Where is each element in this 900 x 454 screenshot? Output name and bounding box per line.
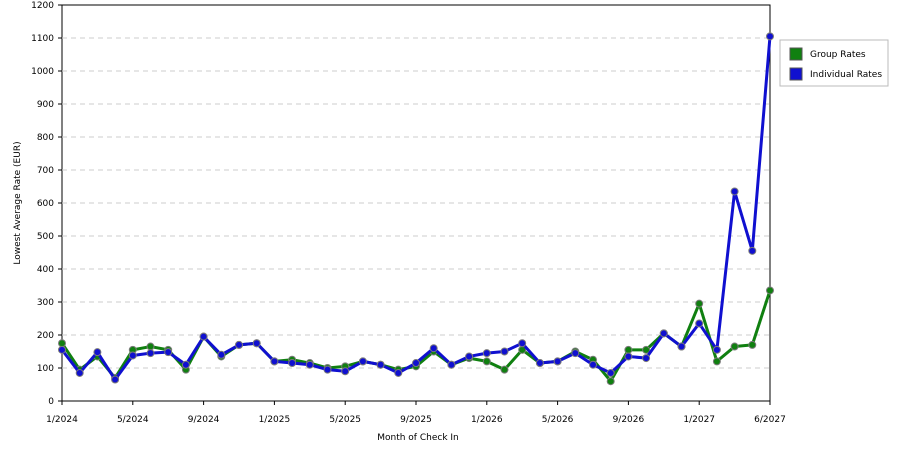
data-point	[659, 329, 668, 338]
data-point	[712, 357, 721, 366]
data-point	[270, 357, 279, 366]
data-point	[624, 345, 633, 354]
data-point	[748, 340, 757, 349]
data-point	[748, 246, 757, 255]
data-point	[482, 349, 491, 358]
data-point	[146, 349, 155, 358]
data-point	[58, 345, 66, 354]
data-point	[447, 360, 456, 369]
data-point	[217, 350, 226, 359]
y-tick-label: 900	[37, 100, 54, 110]
data-point	[500, 365, 509, 374]
x-tick-label: 1/2027	[683, 415, 715, 425]
data-point	[305, 360, 314, 369]
data-point	[571, 349, 580, 358]
data-point	[146, 342, 155, 351]
y-tick-label: 1200	[31, 1, 54, 11]
legend-label: Group Rates	[810, 50, 866, 60]
data-point	[58, 339, 66, 348]
data-point	[695, 299, 704, 308]
data-point	[677, 342, 686, 351]
x-tick-label: 9/2025	[400, 415, 432, 425]
data-point	[465, 352, 474, 361]
data-point	[93, 348, 102, 357]
data-point	[500, 347, 509, 356]
data-point	[181, 360, 190, 369]
data-point	[518, 339, 527, 348]
y-tick-label: 0	[48, 397, 54, 407]
y-tick-label: 1000	[31, 67, 54, 77]
data-point	[199, 332, 208, 341]
data-point	[712, 345, 721, 354]
data-point	[482, 357, 491, 366]
data-point	[642, 345, 651, 354]
data-point	[164, 348, 173, 357]
x-tick-label: 1/2025	[259, 415, 291, 425]
series-line	[60, 36, 772, 382]
y-tick-label: 400	[37, 265, 54, 275]
data-point	[412, 359, 420, 368]
x-tick-label: 5/2026	[542, 415, 574, 425]
data-point	[535, 359, 544, 368]
data-point	[642, 354, 651, 363]
data-point	[376, 360, 385, 369]
data-point	[111, 375, 120, 384]
data-point	[429, 344, 438, 353]
data-point	[553, 357, 562, 366]
data-point	[128, 351, 137, 360]
data-point	[606, 368, 615, 377]
data-point	[323, 365, 332, 374]
data-point	[288, 359, 297, 368]
y-tick-label: 100	[37, 364, 54, 374]
data-point	[589, 360, 597, 369]
data-point	[730, 187, 739, 196]
x-tick-label: 1/2026	[471, 415, 503, 425]
data-point	[358, 357, 367, 366]
y-tick-label: 200	[37, 331, 54, 341]
y-tick-label: 1100	[31, 34, 54, 44]
data-point	[341, 367, 350, 376]
data-point	[235, 340, 243, 349]
x-tick-label: 9/2024	[188, 415, 220, 425]
legend-label: Individual Rates	[810, 70, 882, 80]
x-axis-label: Month of Check In	[377, 433, 459, 443]
data-point	[766, 32, 774, 41]
data-point	[766, 286, 774, 295]
legend-swatch	[789, 67, 803, 81]
x-tick-label: 5/2025	[329, 415, 361, 425]
data-point	[606, 377, 615, 386]
y-axis-label: Lowest Average Rate (EUR)	[13, 141, 23, 264]
y-tick-label: 300	[37, 298, 54, 308]
data-point	[730, 342, 739, 351]
x-tick-label: 5/2024	[117, 415, 149, 425]
data-point	[75, 368, 84, 377]
y-tick-label: 700	[37, 166, 54, 176]
x-tick-label: 6/2027	[754, 415, 786, 425]
data-point	[252, 339, 261, 348]
data-point	[394, 368, 403, 377]
legend-swatch	[789, 47, 803, 61]
x-tick-label: 9/2026	[613, 415, 645, 425]
data-point	[624, 352, 633, 361]
y-tick-label: 800	[37, 133, 54, 143]
data-point	[695, 319, 704, 328]
y-tick-label: 600	[37, 199, 54, 209]
y-tick-label: 500	[37, 232, 54, 242]
x-tick-label: 1/2024	[46, 415, 78, 425]
